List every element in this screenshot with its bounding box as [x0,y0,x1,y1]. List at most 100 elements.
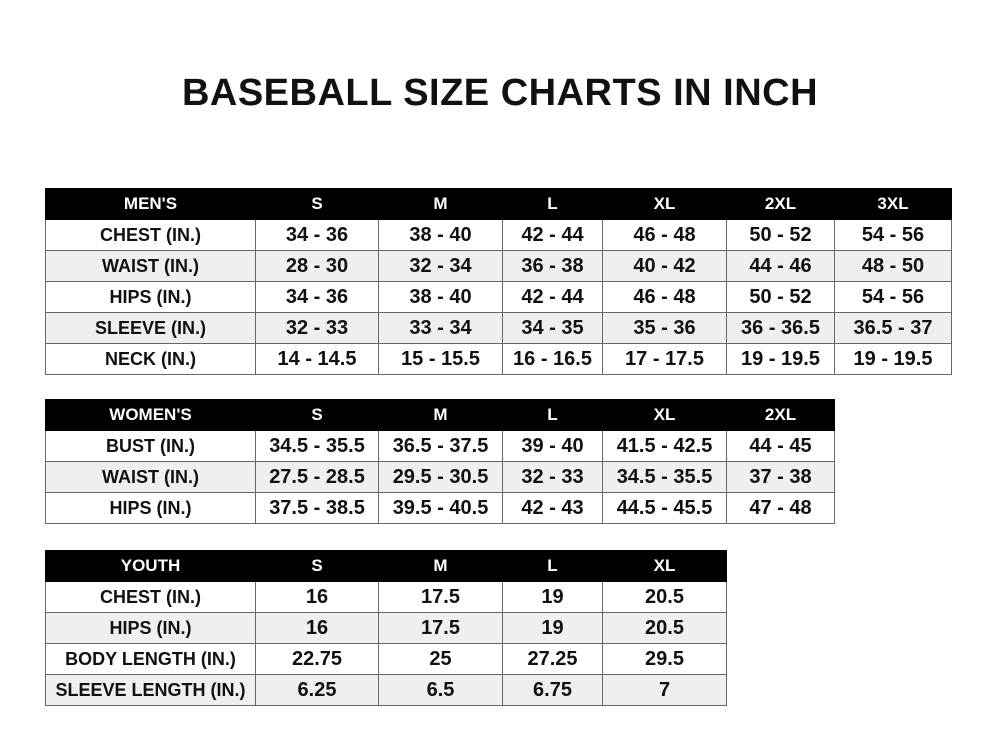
table-row: NECK (IN.) 14 - 14.5 15 - 15.5 16 - 16.5 17 … [45,343,952,375]
size-value: 14 - 14.5 [255,343,379,375]
table-row: WAIST (IN.) 27.5 - 28.5 29.5 - 30.5 32 - 33… [45,461,835,493]
size-value: 36.5 - 37 [834,312,952,344]
size-value: 36.5 - 37.5 [378,430,503,462]
size-header: M [378,188,503,220]
measurement-label: WAIST (IN.) [45,250,256,282]
measurement-label: BUST (IN.) [45,430,256,462]
size-value: 46 - 48 [602,219,727,251]
table-row: WAIST (IN.) 28 - 30 32 - 34 36 - 38 40 - 42 4… [45,250,952,282]
size-value: 28 - 30 [255,250,379,282]
size-value: 36 - 36.5 [726,312,835,344]
womens-size-table: WOMEN'S S M L XL 2XL BUST (IN.) 34.5 - 35.5 36.5… [45,399,835,524]
size-value: 17.5 [378,581,503,613]
size-value: 38 - 40 [378,219,503,251]
size-value: 44 - 46 [726,250,835,282]
size-value: 34.5 - 35.5 [255,430,379,462]
measurement-label: HIPS (IN.) [45,281,256,313]
table-row: CHEST (IN.) 16 17.5 19 20.5 [45,581,727,613]
size-value: 37.5 - 38.5 [255,492,379,524]
size-value: 32 - 33 [255,312,379,344]
measurement-label: SLEEVE (IN.) [45,312,256,344]
size-header: M [378,399,503,431]
size-value: 54 - 56 [834,219,952,251]
table-row: HIPS (IN.) 37.5 - 38.5 39.5 - 40.5 42 - 43 4… [45,492,835,524]
measurement-label: NECK (IN.) [45,343,256,375]
measurement-label: HIPS (IN.) [45,492,256,524]
size-value: 42 - 43 [502,492,603,524]
size-header: 2XL [726,399,835,431]
size-value: 25 [378,643,503,675]
size-value: 16 [255,581,379,613]
size-header: L [502,399,603,431]
size-value: 34 - 36 [255,281,379,313]
size-header: M [378,550,503,582]
size-value: 36 - 38 [502,250,603,282]
size-header: XL [602,188,727,220]
header-row: MEN'S S M L XL 2XL 3XL [45,188,952,220]
size-value: 22.75 [255,643,379,675]
size-value: 19 [502,581,603,613]
table-row: HIPS (IN.) 34 - 36 38 - 40 42 - 44 46 - 48 50… [45,281,952,313]
size-value: 6.5 [378,674,503,706]
size-header: XL [602,399,727,431]
measurement-label: BODY LENGTH (IN.) [45,643,256,675]
size-value: 39.5 - 40.5 [378,492,503,524]
measurement-label: WAIST (IN.) [45,461,256,493]
size-value: 29.5 [602,643,727,675]
table-row: HIPS (IN.) 16 17.5 19 20.5 [45,612,727,644]
size-value: 54 - 56 [834,281,952,313]
size-value: 38 - 40 [378,281,503,313]
size-value: 27.5 - 28.5 [255,461,379,493]
mens-size-table: MEN'S S M L XL 2XL 3XL CHEST (IN.) 34 - 36 38 - 4… [45,188,952,375]
size-value: 19 [502,612,603,644]
size-value: 17.5 [378,612,503,644]
category-header: YOUTH [45,550,256,582]
size-value: 33 - 34 [378,312,503,344]
size-header: 2XL [726,188,835,220]
size-value: 29.5 - 30.5 [378,461,503,493]
size-header: L [502,550,603,582]
size-value: 46 - 48 [602,281,727,313]
page-title: BASEBALL SIZE CHARTS IN INCH [181,72,819,114]
size-value: 40 - 42 [602,250,727,282]
size-value: 7 [602,674,727,706]
table-row: SLEEVE LENGTH (IN.) 6.25 6.5 6.75 7 [45,674,727,706]
measurement-label: SLEEVE LENGTH (IN.) [45,674,256,706]
measurement-label: HIPS (IN.) [45,612,256,644]
size-value: 50 - 52 [726,219,835,251]
header-row: YOUTH S M L XL [45,550,727,582]
size-value: 35 - 36 [602,312,727,344]
size-value: 44 - 45 [726,430,835,462]
size-value: 32 - 34 [378,250,503,282]
size-value: 27.25 [502,643,603,675]
table-row: SLEEVE (IN.) 32 - 33 33 - 34 34 - 35 35 - 36… [45,312,952,344]
category-header: WOMEN'S [45,399,256,431]
size-value: 34 - 35 [502,312,603,344]
size-value: 6.75 [502,674,603,706]
table-row: BODY LENGTH (IN.) 22.75 25 27.25 29.5 [45,643,727,675]
category-header: MEN'S [45,188,256,220]
table-row: BUST (IN.) 34.5 - 35.5 36.5 - 37.5 39 - 40 4… [45,430,835,462]
measurement-label: CHEST (IN.) [45,219,256,251]
size-value: 15 - 15.5 [378,343,503,375]
size-value: 19 - 19.5 [726,343,835,375]
size-value: 34.5 - 35.5 [602,461,727,493]
size-value: 44.5 - 45.5 [602,492,727,524]
size-header: L [502,188,603,220]
size-value: 20.5 [602,581,727,613]
measurement-label: CHEST (IN.) [45,581,256,613]
size-header: S [255,399,379,431]
table-row: CHEST (IN.) 34 - 36 38 - 40 42 - 44 46 - 48 5… [45,219,952,251]
size-value: 19 - 19.5 [834,343,952,375]
size-value: 48 - 50 [834,250,952,282]
size-value: 34 - 36 [255,219,379,251]
size-value: 16 - 16.5 [502,343,603,375]
size-header: 3XL [834,188,952,220]
size-value: 41.5 - 42.5 [602,430,727,462]
size-value: 37 - 38 [726,461,835,493]
size-value: 50 - 52 [726,281,835,313]
size-value: 16 [255,612,379,644]
header-row: WOMEN'S S M L XL 2XL [45,399,835,431]
size-value: 32 - 33 [502,461,603,493]
size-value: 17 - 17.5 [602,343,727,375]
